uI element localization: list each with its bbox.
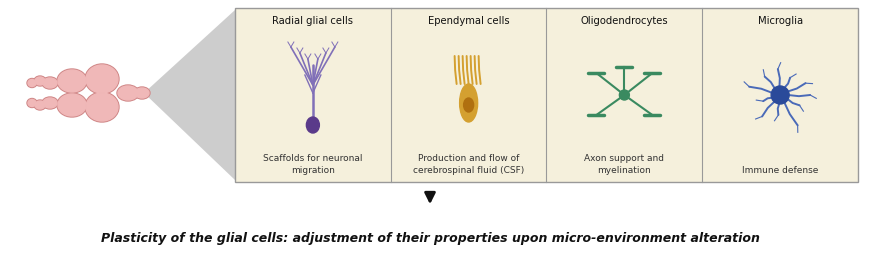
Ellipse shape [58, 94, 86, 116]
Ellipse shape [134, 87, 149, 99]
Ellipse shape [27, 79, 37, 87]
Text: Scaffolds for neuronal
migration: Scaffolds for neuronal migration [262, 154, 362, 175]
Bar [235, 8, 857, 182]
Ellipse shape [57, 69, 87, 93]
Ellipse shape [28, 99, 36, 106]
Text: Radial glial cells: Radial glial cells [272, 16, 353, 26]
Ellipse shape [135, 88, 149, 98]
Ellipse shape [35, 101, 45, 109]
Circle shape [619, 90, 628, 100]
Circle shape [770, 86, 788, 104]
Ellipse shape [27, 98, 37, 108]
Text: Ependymal cells: Ependymal cells [428, 16, 509, 26]
Ellipse shape [306, 117, 319, 133]
Ellipse shape [118, 86, 138, 100]
Ellipse shape [463, 98, 473, 112]
Text: Axon support and
myelination: Axon support and myelination [584, 154, 664, 175]
Ellipse shape [116, 85, 139, 101]
Polygon shape [144, 10, 235, 180]
Ellipse shape [86, 65, 118, 93]
Ellipse shape [58, 70, 86, 92]
Ellipse shape [42, 77, 58, 89]
Ellipse shape [34, 100, 46, 110]
Ellipse shape [42, 97, 58, 109]
Ellipse shape [85, 92, 119, 122]
Ellipse shape [86, 93, 118, 121]
Text: Plasticity of the glial cells: adjustment of their properties upon micro-environ: Plasticity of the glial cells: adjustmen… [101, 232, 759, 245]
Ellipse shape [459, 84, 477, 122]
Ellipse shape [85, 64, 119, 94]
Text: Immune defense: Immune defense [741, 166, 818, 175]
Ellipse shape [28, 80, 36, 86]
Ellipse shape [43, 78, 57, 88]
Ellipse shape [34, 76, 46, 86]
Text: Microglia: Microglia [757, 16, 802, 26]
Ellipse shape [43, 98, 57, 108]
Ellipse shape [57, 93, 87, 117]
Text: Production and flow of
cerebrospinal fluid (CSF): Production and flow of cerebrospinal flu… [413, 154, 524, 175]
Text: Oligodendrocytes: Oligodendrocytes [580, 16, 667, 26]
Ellipse shape [35, 77, 45, 85]
